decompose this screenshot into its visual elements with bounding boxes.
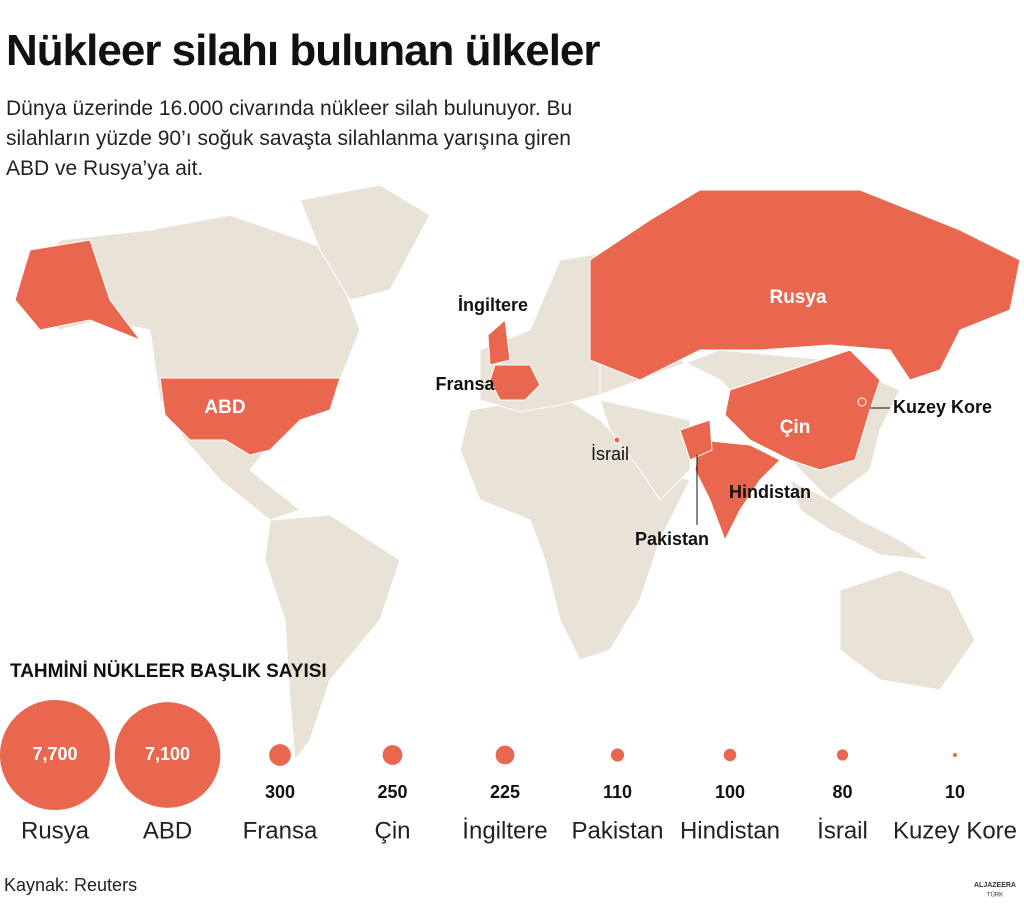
bubble	[495, 745, 515, 765]
bubble	[269, 744, 291, 766]
russia	[589, 189, 1021, 381]
middle-east	[599, 399, 691, 501]
value-label: 250	[377, 782, 407, 802]
subtitle: Dünya üzerinde 16.000 civarında nükleer …	[6, 97, 573, 180]
value-label: 110	[603, 782, 632, 802]
bubble	[114, 702, 221, 808]
alaska	[14, 239, 142, 342]
category-label: İsrail	[817, 817, 868, 844]
north-korea	[857, 397, 867, 407]
value-label: 300	[265, 782, 295, 802]
category-label: İngiltere	[462, 817, 547, 844]
map-label: Pakistan	[635, 529, 709, 549]
category-label: Pakistan	[571, 817, 663, 844]
greenland	[299, 184, 431, 301]
value-label: 225	[490, 782, 520, 802]
value-label: 7,100	[145, 744, 190, 764]
world-map: Rusya ABD Çin İngiltere Fransa Kuzey Kor…	[14, 184, 1021, 762]
france	[489, 364, 541, 401]
category-label: Hindistan	[680, 817, 780, 844]
source: Kaynak: Reuters	[4, 875, 137, 895]
south-america	[264, 514, 401, 762]
category-label: Rusya	[21, 817, 90, 844]
bubble	[382, 745, 403, 765]
bubble	[610, 748, 625, 762]
map-label: Kuzey Kore	[893, 397, 992, 417]
value-label: 100	[715, 782, 745, 802]
category-label: Çin	[374, 817, 410, 844]
value-label: 7,700	[32, 744, 77, 764]
logo: TÜRK	[987, 892, 1003, 899]
category-label: Kuzey Kore	[893, 817, 1017, 844]
southeast-asia	[789, 479, 931, 561]
map-label: İngiltere	[458, 295, 528, 315]
category-label: Fransa	[243, 817, 318, 844]
map-label: Hindistan	[729, 482, 811, 502]
bubble-chart: 7,700 Rusya 7,100 ABD 300 Fransa 250 Çin 225 İngi…	[0, 700, 1017, 844]
uk	[487, 318, 511, 366]
bubble	[836, 749, 849, 761]
bubble	[0, 700, 110, 810]
value-label: 10	[945, 782, 965, 802]
map-label: Rusya	[769, 287, 826, 308]
value-label: 80	[832, 782, 852, 802]
bubble	[723, 748, 737, 762]
australia	[839, 569, 976, 691]
usa	[159, 377, 341, 456]
pakistan	[679, 419, 713, 461]
logo: ALJAZEERA	[974, 882, 1016, 889]
category-label: ABD	[143, 817, 192, 844]
map-label: Çin	[780, 417, 811, 438]
bubble	[953, 753, 957, 757]
map-label: İsrail	[591, 444, 629, 464]
map-label: Fransa	[435, 374, 495, 394]
india	[694, 439, 781, 542]
israel	[613, 436, 621, 444]
title: Nükleer silahı bulunan ülkeler	[6, 26, 601, 75]
china	[724, 349, 881, 471]
chart-title: TAHMİNİ NÜKLEER BAŞLIK SAYISI	[10, 661, 327, 682]
map-label: ABD	[204, 397, 245, 418]
